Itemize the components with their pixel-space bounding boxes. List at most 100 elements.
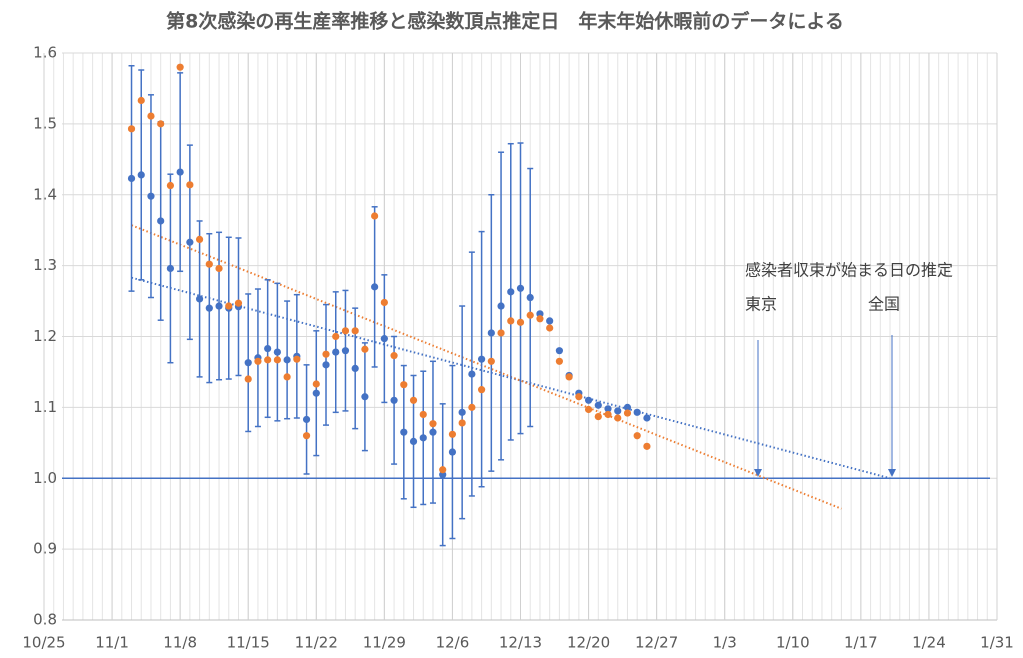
point <box>147 192 155 200</box>
point <box>312 380 320 388</box>
point <box>594 401 602 409</box>
point <box>205 260 213 268</box>
point <box>157 120 165 128</box>
point <box>526 311 534 319</box>
annotation: 東京 <box>745 295 777 314</box>
point <box>205 304 213 312</box>
point <box>371 283 379 291</box>
point <box>536 310 544 318</box>
y-tick-label: 0.9 <box>33 540 57 558</box>
point <box>400 428 408 436</box>
x-tick-label: 12/20 <box>567 634 610 652</box>
annotation: 感染者収束が始まる日の推定 <box>745 261 953 280</box>
point <box>429 428 437 436</box>
point <box>215 302 223 310</box>
point <box>312 389 320 397</box>
x-tick-label: 10/25 <box>22 634 65 652</box>
point <box>332 348 340 356</box>
point <box>555 357 563 365</box>
point <box>351 327 359 335</box>
x-tick-label: 12/13 <box>499 634 542 652</box>
point <box>478 386 486 394</box>
point <box>623 403 632 411</box>
x-tick-label: 11/8 <box>163 634 197 652</box>
point <box>497 302 505 310</box>
point <box>546 317 554 325</box>
point <box>633 408 641 416</box>
point <box>419 410 427 419</box>
point <box>623 409 632 417</box>
point <box>186 238 194 246</box>
point <box>429 420 437 428</box>
point <box>458 408 466 416</box>
point <box>195 295 204 303</box>
point <box>536 315 544 323</box>
point <box>516 284 525 292</box>
y-tick-label: 1.6 <box>33 44 57 62</box>
x-tick-label: 11/22 <box>295 634 338 652</box>
arrow-head <box>888 469 896 477</box>
point <box>516 318 525 326</box>
point <box>322 361 330 369</box>
point <box>487 357 495 365</box>
arrows <box>754 335 896 477</box>
point <box>147 112 155 120</box>
x-tick-label: 12/27 <box>635 634 678 652</box>
point <box>127 125 136 133</box>
point <box>166 181 175 190</box>
point <box>448 448 457 456</box>
point <box>400 381 408 389</box>
point <box>380 298 388 307</box>
point <box>332 332 340 341</box>
point <box>234 299 243 307</box>
x-tick-label: 1/31 <box>980 634 1014 652</box>
point <box>390 396 398 404</box>
point <box>244 375 252 383</box>
point <box>575 393 583 401</box>
point <box>507 317 515 325</box>
point <box>409 396 418 404</box>
point <box>273 356 281 364</box>
point <box>448 430 457 438</box>
x-tick-label: 1/17 <box>844 634 878 652</box>
point <box>507 288 515 296</box>
y-tick-label: 1.0 <box>33 469 57 487</box>
point <box>137 171 145 179</box>
point <box>341 327 350 335</box>
x-tick-label: 11/15 <box>227 634 270 652</box>
point <box>341 347 350 355</box>
point <box>497 329 505 337</box>
point <box>439 466 447 474</box>
y-tick-label: 1.5 <box>33 114 57 132</box>
point <box>244 359 252 367</box>
point <box>409 437 418 445</box>
point <box>351 364 359 372</box>
x-tick-label: 1/3 <box>713 634 737 652</box>
point <box>584 405 593 414</box>
point <box>478 355 486 363</box>
point <box>633 432 641 440</box>
point <box>526 293 534 302</box>
point <box>594 412 602 421</box>
y-tick-label: 1.4 <box>33 185 57 203</box>
x-tick-label: 12/6 <box>436 634 470 652</box>
point <box>264 344 272 353</box>
point <box>390 352 398 360</box>
trend-line <box>131 224 842 510</box>
point <box>487 329 495 337</box>
arrow-head <box>754 469 762 477</box>
point <box>293 355 301 363</box>
point <box>137 96 145 105</box>
point <box>176 63 184 71</box>
point <box>273 348 281 356</box>
point <box>614 414 622 422</box>
point <box>302 432 311 440</box>
point <box>283 356 291 364</box>
point <box>176 168 184 176</box>
point <box>643 414 651 422</box>
point <box>157 217 165 225</box>
point <box>225 302 233 310</box>
point <box>166 264 175 273</box>
point <box>127 174 136 183</box>
